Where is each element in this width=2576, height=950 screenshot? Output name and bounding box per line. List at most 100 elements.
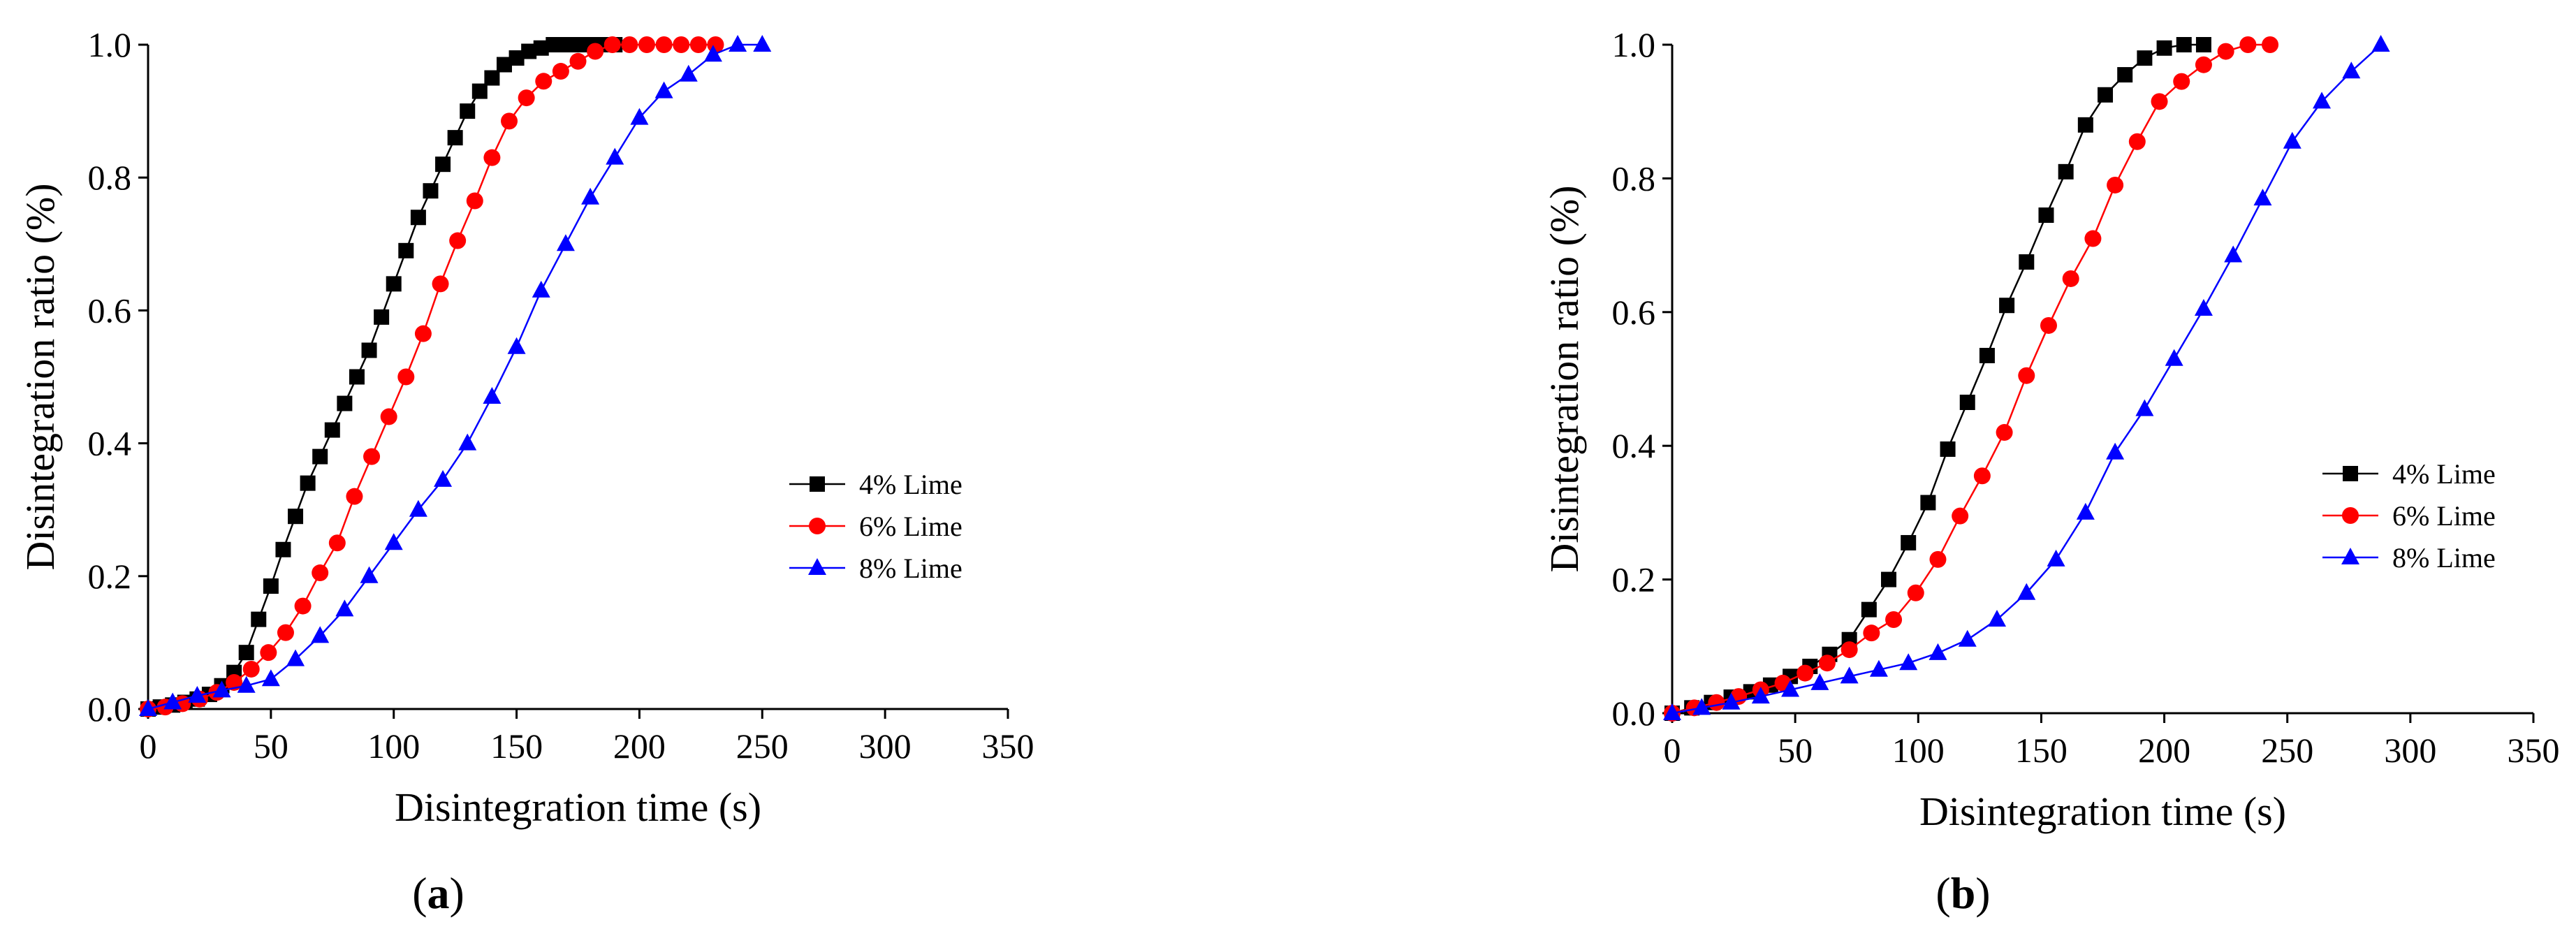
data-point <box>2253 189 2272 206</box>
data-point <box>2084 230 2102 247</box>
data-point <box>1899 653 1918 671</box>
data-point <box>532 280 550 298</box>
data-point <box>2195 56 2212 73</box>
data-point <box>260 644 277 662</box>
data-point <box>2137 50 2153 66</box>
data-point <box>2040 316 2057 334</box>
data-point <box>1881 571 1897 587</box>
data-point <box>1973 467 1991 485</box>
data-point <box>212 680 231 698</box>
data-point <box>557 37 573 52</box>
y-tick-label: 0.6 <box>1612 293 1656 332</box>
data-point <box>139 699 157 716</box>
panel-label-open: ( <box>1935 868 1950 918</box>
data-point <box>753 35 772 52</box>
data-point <box>2117 67 2133 83</box>
data-point <box>1958 629 1977 647</box>
data-point <box>2313 92 2332 109</box>
legend-marker <box>810 476 825 492</box>
legend-label: 4% Lime <box>859 469 963 500</box>
data-point <box>335 599 354 617</box>
data-point <box>679 64 698 82</box>
data-point <box>483 387 502 404</box>
data-point <box>2058 163 2074 180</box>
y-tick-label: 0.8 <box>88 158 132 197</box>
x-tick-label: 150 <box>490 726 543 766</box>
y-tick-label: 1.0 <box>88 25 132 64</box>
data-point <box>423 183 439 199</box>
series-line <box>1671 43 2271 715</box>
x-tick-label: 300 <box>859 726 912 766</box>
legend-entry: 6% Lime <box>2322 500 2496 532</box>
data-point <box>434 469 453 487</box>
x-tick-label: 350 <box>2508 731 2560 770</box>
data-point <box>703 45 722 62</box>
data-point <box>324 422 340 438</box>
x-tick-label: 50 <box>254 726 288 766</box>
data-point <box>552 63 569 80</box>
series-line <box>1671 43 2204 715</box>
data-point <box>2018 367 2035 384</box>
x-tick-label: 300 <box>2384 731 2436 770</box>
data-point <box>2106 442 2125 460</box>
data-point <box>471 83 488 99</box>
panel-label: (a) <box>412 868 464 918</box>
data-point <box>1901 534 1917 550</box>
data-point <box>2224 245 2243 263</box>
data-point <box>501 112 518 130</box>
x-tick-label: 100 <box>367 726 420 766</box>
data-point <box>1722 692 1741 710</box>
data-point <box>2128 133 2146 150</box>
data-point <box>300 475 316 491</box>
data-point <box>337 395 353 411</box>
data-point <box>2019 254 2035 270</box>
x-tick-label: 200 <box>2138 731 2190 770</box>
data-point <box>2371 35 2390 52</box>
data-point <box>460 103 476 119</box>
data-point <box>2239 36 2257 53</box>
data-point <box>410 210 426 226</box>
legend-label: 6% Lime <box>2392 500 2496 532</box>
series-8-lime <box>1663 35 2390 720</box>
y-axis-label: Disintegration ratio (%) <box>17 183 63 570</box>
data-point <box>286 649 305 666</box>
data-point <box>484 70 500 86</box>
data-point <box>1929 550 1947 568</box>
data-point <box>2038 207 2054 224</box>
data-point <box>277 624 294 641</box>
data-point <box>621 36 638 53</box>
data-point <box>556 234 575 251</box>
data-point <box>397 368 415 386</box>
data-point <box>630 108 649 125</box>
data-point <box>312 564 329 582</box>
data-point <box>729 35 747 52</box>
data-point <box>1996 424 2013 441</box>
data-point <box>386 276 402 292</box>
data-point <box>1869 659 1888 677</box>
data-point <box>606 147 624 165</box>
data-point <box>1840 666 1859 684</box>
data-point <box>570 37 586 52</box>
legend-entry: 8% Lime <box>789 553 963 584</box>
data-point <box>188 685 207 703</box>
data-point <box>1818 655 1836 672</box>
legend-label: 8% Lime <box>2392 542 2496 573</box>
data-point <box>483 149 501 166</box>
data-point <box>466 192 483 210</box>
data-point <box>263 578 279 594</box>
y-tick-label: 0.4 <box>1612 426 1656 465</box>
panel-label-close: ) <box>1975 868 1990 918</box>
data-point <box>288 509 304 525</box>
x-axis-label: Disintegration time (s) <box>1919 789 2286 834</box>
data-point <box>654 81 673 98</box>
data-point <box>328 534 346 552</box>
chart-panel-b: 0 50 100 150 200 250 300 350 0.0 0.2 0.4 0.6 0.8 1.0 D… <box>1542 25 2560 918</box>
data-point <box>2077 117 2093 133</box>
data-point <box>1979 348 1995 364</box>
data-point <box>2156 40 2172 56</box>
panel-label: (b) <box>1935 868 1990 918</box>
data-point <box>535 73 552 90</box>
data-point <box>2017 583 2036 600</box>
data-point <box>1952 507 1969 525</box>
